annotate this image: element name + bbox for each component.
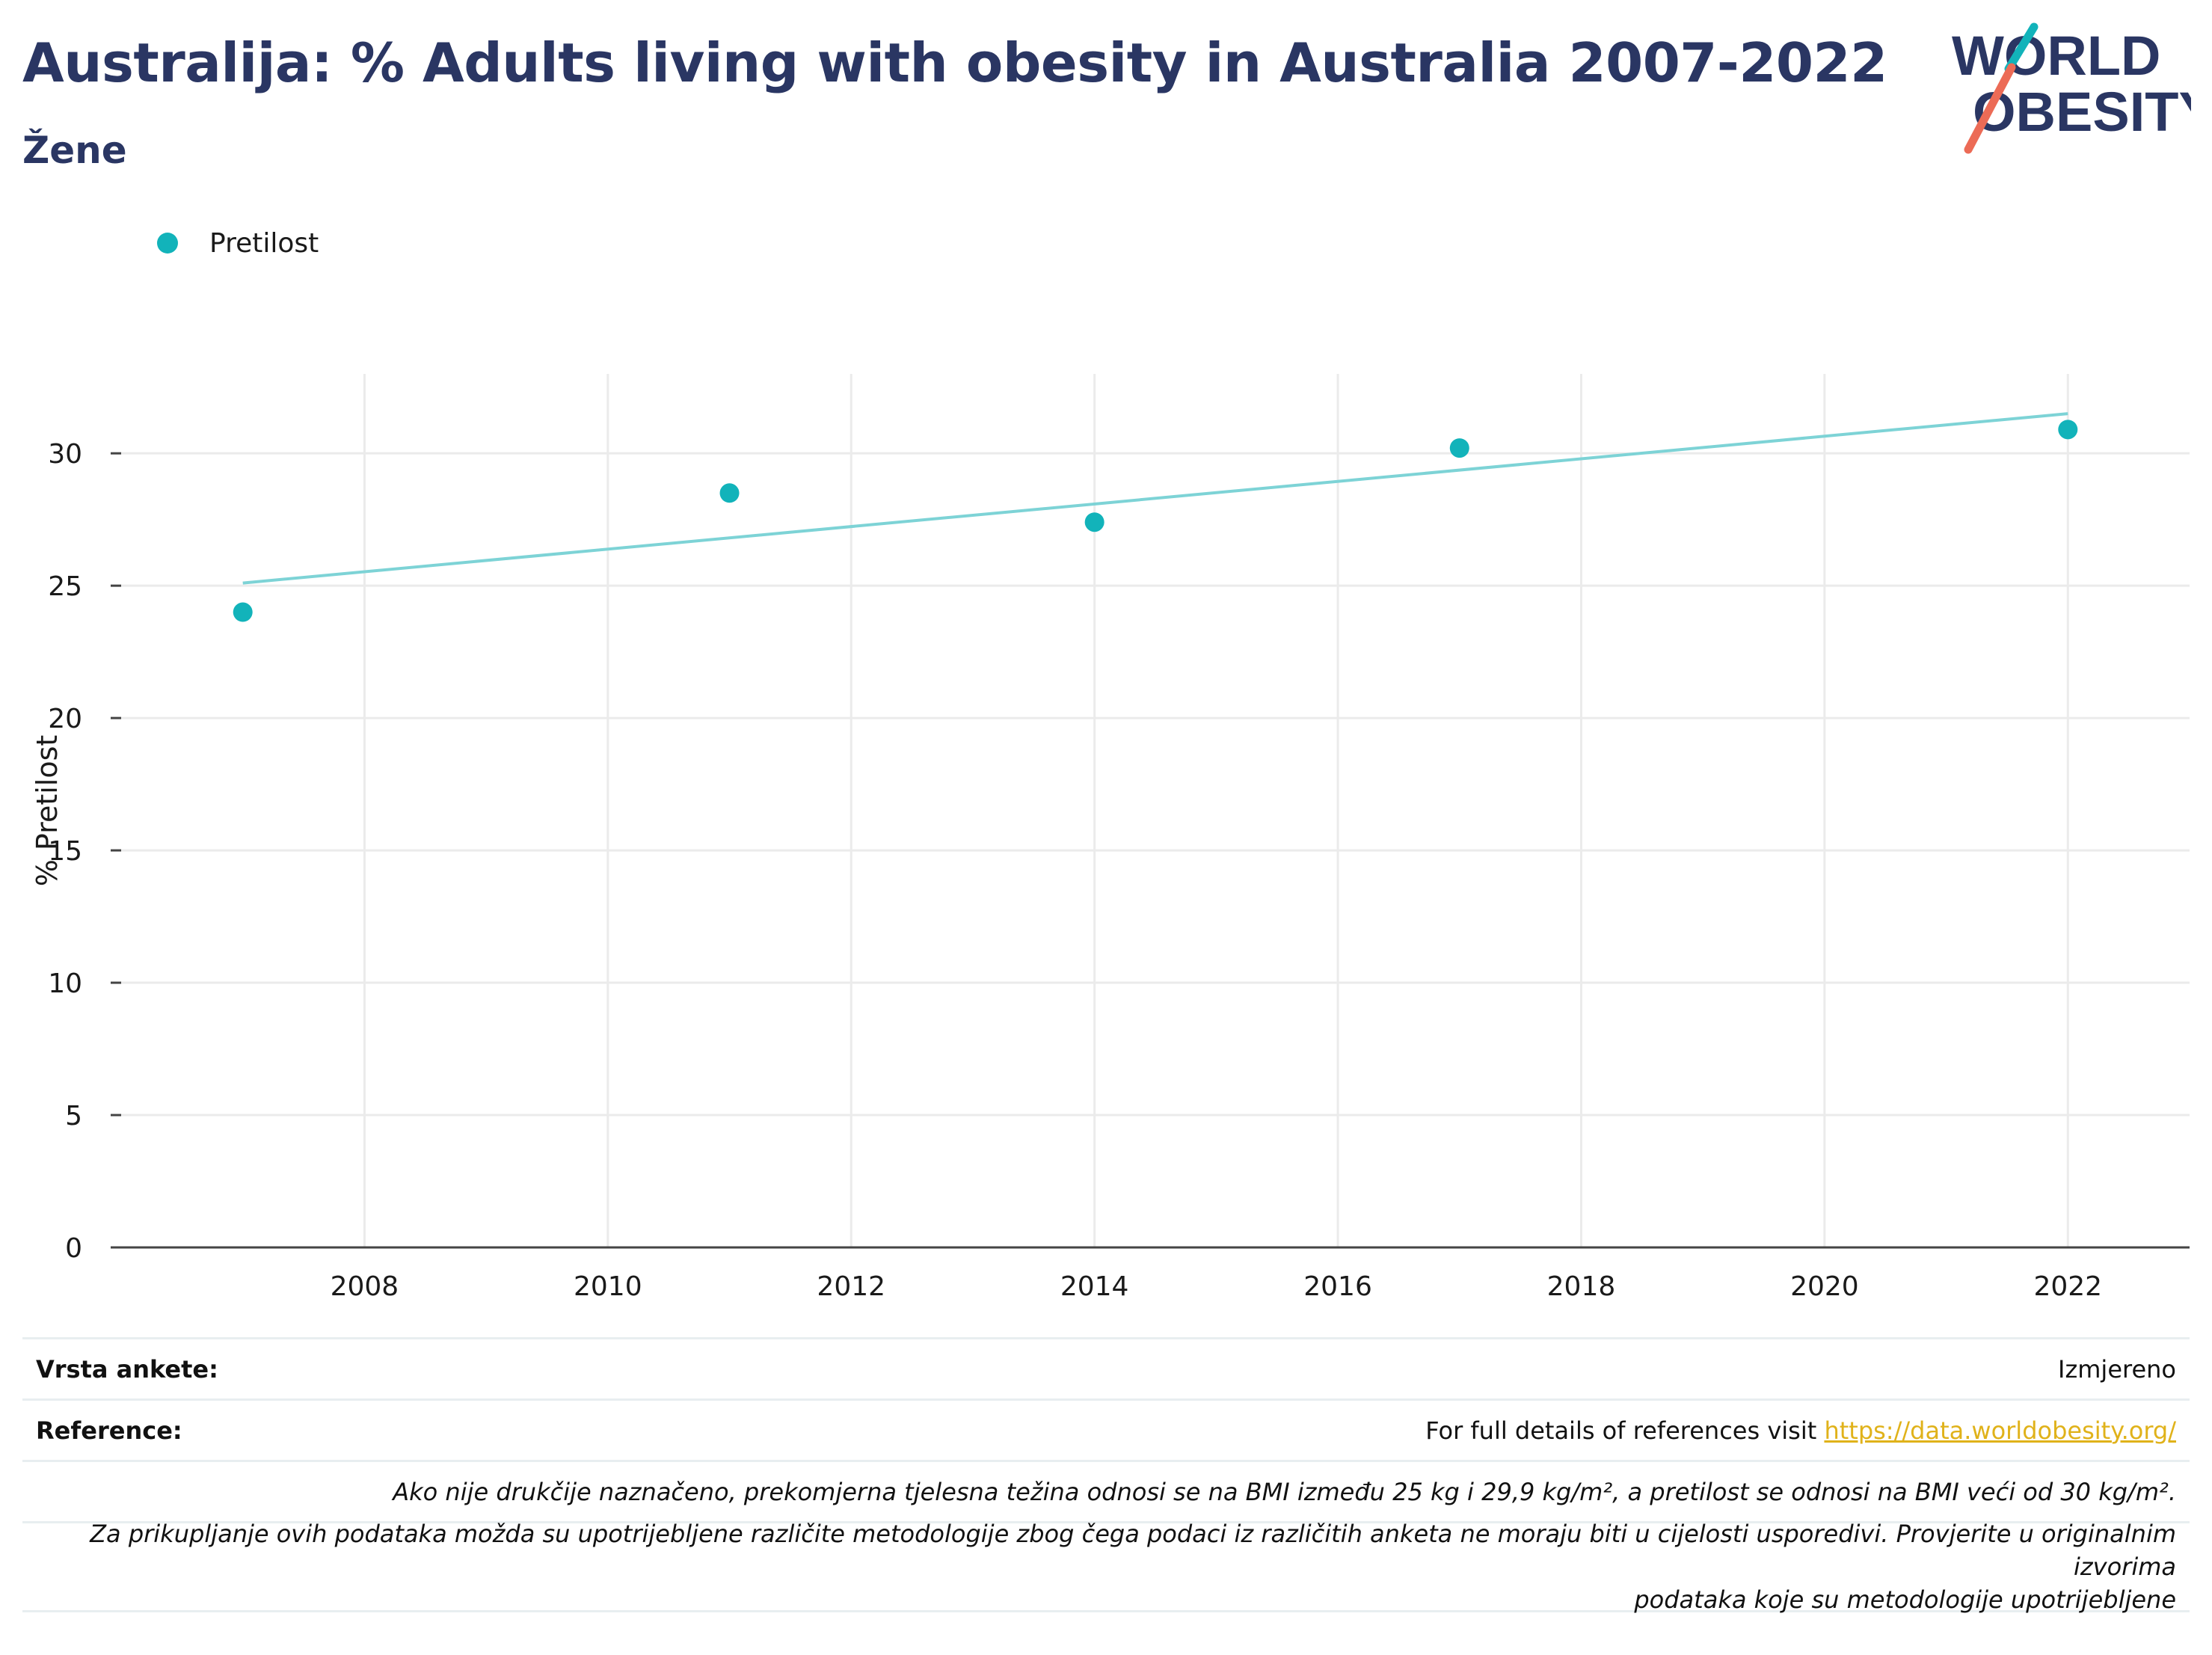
y-tick-label: 30 [48,439,82,470]
logo-slash-coral [1964,63,2016,154]
y-tick-label: 0 [65,1233,82,1264]
definition-note: Ako nije drukčije naznačeno, prekomjerna… [393,1477,2176,1506]
methodology-note-line2: podataka koje su metodologije upotrijebl… [1634,1585,2176,1614]
reference-text: For full details of references visit [1425,1416,1825,1445]
chart-title: Australija: % Adults living with obesity… [22,31,1887,94]
y-axis-title: % Pretilost [31,735,64,887]
x-tick-label: 2022 [2033,1271,2102,1301]
axes: 0 5 10 15 20 25 30 2008 2010 2012 2014 2016 2018 2020… [31,439,2190,1301]
data-point [1084,512,1105,532]
reference-value: For full details of references visit htt… [1425,1416,2176,1445]
legend-label-pretilost: Pretilost [209,227,319,259]
grid-lines [121,374,2190,1247]
reference-row: Reference: For full details of reference… [22,1398,2190,1460]
data-point [1449,438,1469,458]
reference-label: Reference: [36,1416,182,1445]
data-point [719,483,740,503]
trend-line [242,412,2068,585]
reference-link[interactable]: https://data.worldobesity.org/ [1824,1416,2176,1445]
world-obesity-logo: WORLD OBESITY [1952,22,2191,154]
x-tick-label: 2018 [1547,1271,1616,1301]
methodology-note: Za prikupljanje ovih podataka možda su u… [36,1517,2176,1616]
chart-subtitle: Žene [22,129,127,172]
x-tick-label: 2014 [1060,1271,1129,1301]
methodology-note-line1: Za prikupljanje ovih podataka možda su u… [90,1520,2176,1581]
y-tick-label: 5 [65,1101,82,1132]
logo-slash-teal [2004,22,2039,73]
legend-marker-pretilost [157,233,178,254]
data-point [2058,420,2078,440]
x-tick-label: 2020 [1790,1271,1859,1301]
data-points [233,420,2078,622]
y-tick-label: 15 [48,836,82,867]
survey-type-value: Izmjereno [2058,1354,2176,1384]
y-tick-label: 25 [48,571,82,602]
x-tick-label: 2016 [1303,1271,1372,1301]
scatter-chart: 0 5 10 15 20 25 30 2008 2010 2012 2014 2016 2018 2020… [31,374,2190,1301]
chart-footer: Vrsta ankete: Izmjereno Reference: For f… [22,1337,2190,1614]
y-tick-label: 20 [48,704,82,734]
trend-layer [242,412,2068,585]
survey-type-label: Vrsta ankete: [36,1354,218,1384]
data-point [233,602,253,622]
x-tick-label: 2008 [331,1271,399,1301]
logo-word-obesity: OBESITY [1973,81,2191,143]
survey-type-row: Vrsta ankete: Izmjereno [22,1337,2190,1398]
legend[interactable]: Pretilost [157,224,319,262]
y-tick-label: 10 [48,968,82,999]
x-tick-label: 2010 [574,1271,642,1301]
methodology-note-row: Za prikupljanje ovih podataka možda su u… [22,1520,2190,1614]
x-tick-label: 2012 [817,1271,885,1301]
definition-note-row: Ako nije drukčije naznačeno, prekomjerna… [22,1460,2190,1521]
logo-word-world: WORLD [1952,25,2161,87]
